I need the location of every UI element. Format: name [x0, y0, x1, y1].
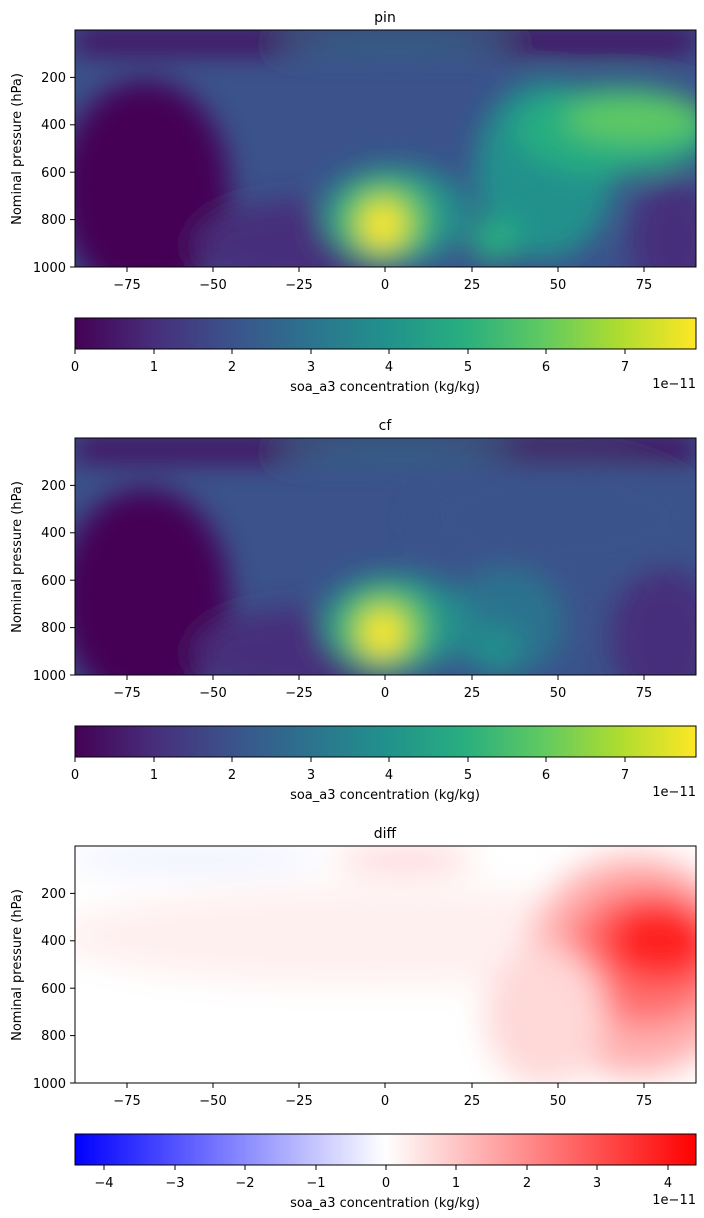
y-axis-label: Nominal pressure (hPa)	[10, 889, 25, 1041]
panel-title: pin	[374, 10, 396, 26]
x-axis: −75 −50 −25 0 25 50 75	[113, 1083, 652, 1109]
colorbar-tick-label: 1	[150, 360, 158, 375]
y-axis: 200 400 600 800 1000 Nominal pressure (h…	[10, 479, 75, 684]
y-tick-label: 600	[41, 574, 66, 589]
colorbar-tick-label: 4	[664, 1176, 672, 1191]
colorbar-scale-label: 1e−11	[652, 1193, 696, 1208]
colorbar-tick-label: 5	[464, 768, 472, 783]
x-tick-label: 75	[636, 686, 653, 701]
x-axis: −75 −50 −25 0 25 50 75	[113, 267, 652, 293]
y-tick-label: 1000	[33, 1077, 66, 1092]
colorbar-tick-label: 7	[621, 360, 629, 375]
heatmap-canvas	[75, 30, 696, 267]
y-tick-label: 1000	[33, 261, 66, 276]
x-tick-label: 75	[636, 1094, 653, 1109]
x-tick-label: 50	[550, 686, 567, 701]
panel-title: cf	[379, 418, 393, 434]
x-tick-label: −75	[113, 1094, 140, 1109]
x-tick-label: 25	[464, 686, 481, 701]
heatmap-canvas	[75, 846, 696, 1083]
colorbar-label: soa_a3 concentration (kg/kg)	[290, 788, 480, 803]
y-tick-label: 400	[41, 526, 66, 541]
colorbar-tick-label: 0	[71, 360, 79, 375]
colorbar-tick-label: 2	[228, 768, 236, 783]
colorbar-tick-label: −2	[235, 1176, 254, 1191]
colorbar-tick-label: 6	[542, 768, 550, 783]
colorbar-scale-label: 1e−11	[652, 377, 696, 392]
x-tick-label: −75	[113, 278, 140, 293]
x-tick-label: −25	[285, 278, 312, 293]
x-tick-label: 0	[381, 1094, 389, 1109]
colorbar-tick-label: 4	[385, 768, 393, 783]
panel-title: diff	[374, 826, 397, 842]
heatmap-plot	[74, 437, 697, 676]
x-tick-label: −25	[285, 1094, 312, 1109]
panel-diff: diff	[10, 826, 697, 1211]
colorbar-tick-label: 5	[464, 360, 472, 375]
x-tick-label: −50	[199, 278, 226, 293]
colorbar-tick-label: 2	[228, 360, 236, 375]
colorbar: 0 1 2 3 4 5 6 7 soa_a3 concentration (kg…	[71, 317, 697, 395]
heatmap-canvas	[75, 438, 696, 675]
y-axis-label: Nominal pressure (hPa)	[10, 73, 25, 225]
colorbar-gradient	[74, 1133, 697, 1166]
y-tick-label: 200	[41, 71, 66, 86]
colorbar-tick-label: 1	[150, 768, 158, 783]
y-axis: 200 400 600 800 1000 Nominal pressure (h…	[10, 887, 75, 1092]
y-axis: 200 400 600 800 1000 Nominal pressure (h…	[10, 71, 75, 276]
colorbar-tick-label: −1	[306, 1176, 325, 1191]
x-tick-label: −50	[199, 1094, 226, 1109]
colorbar-tick-label: −3	[165, 1176, 184, 1191]
colorbar-tick-label: 4	[385, 360, 393, 375]
x-tick-label: 0	[381, 278, 389, 293]
y-tick-label: 1000	[33, 669, 66, 684]
x-tick-label: 25	[464, 278, 481, 293]
panel-pin: pin	[10, 10, 697, 395]
y-axis-label: Nominal pressure (hPa)	[10, 481, 25, 633]
colorbar-tick-label: 3	[593, 1176, 601, 1191]
colorbar: −4 −3 −2 −1 0 1 2 3 4 soa_a3 concentrati…	[74, 1133, 697, 1211]
x-tick-label: −25	[285, 686, 312, 701]
colorbar-tick-label: −4	[94, 1176, 113, 1191]
heatmap-plot	[74, 29, 697, 268]
colorbar-tick-label: 7	[621, 768, 629, 783]
colorbar-gradient	[74, 317, 697, 350]
y-tick-label: 800	[41, 213, 66, 228]
colorbar-scale-label: 1e−11	[652, 785, 696, 800]
y-tick-label: 400	[41, 934, 66, 949]
colorbar-tick-label: 6	[542, 360, 550, 375]
y-tick-label: 400	[41, 118, 66, 133]
colorbar-label: soa_a3 concentration (kg/kg)	[290, 380, 480, 395]
x-axis: −75 −50 −25 0 25 50 75	[113, 675, 652, 701]
x-tick-label: 25	[464, 1094, 481, 1109]
y-tick-label: 600	[41, 166, 66, 181]
x-tick-label: 0	[381, 686, 389, 701]
x-tick-label: 50	[550, 278, 567, 293]
x-tick-label: −75	[113, 686, 140, 701]
y-tick-label: 800	[41, 1029, 66, 1044]
x-tick-label: 75	[636, 278, 653, 293]
colorbar-label: soa_a3 concentration (kg/kg)	[290, 1196, 480, 1211]
colorbar-tick-label: 3	[307, 768, 315, 783]
panel-cf: cf	[10, 418, 697, 803]
y-tick-label: 800	[41, 621, 66, 636]
colorbar-tick-label: 0	[382, 1176, 390, 1191]
colorbar-tick-label: 0	[71, 768, 79, 783]
y-tick-label: 200	[41, 479, 66, 494]
y-tick-label: 600	[41, 982, 66, 997]
y-tick-label: 200	[41, 887, 66, 902]
colorbar-tick-label: 3	[307, 360, 315, 375]
x-tick-label: −50	[199, 686, 226, 701]
colorbar-tick-label: 1	[452, 1176, 460, 1191]
colorbar-gradient	[74, 725, 697, 758]
colorbar-tick-label: 2	[523, 1176, 531, 1191]
x-tick-label: 50	[550, 1094, 567, 1109]
colorbar: 0 1 2 3 4 5 6 7 soa_a3 concentration (kg…	[71, 725, 697, 803]
heatmap-plot	[74, 845, 697, 1084]
